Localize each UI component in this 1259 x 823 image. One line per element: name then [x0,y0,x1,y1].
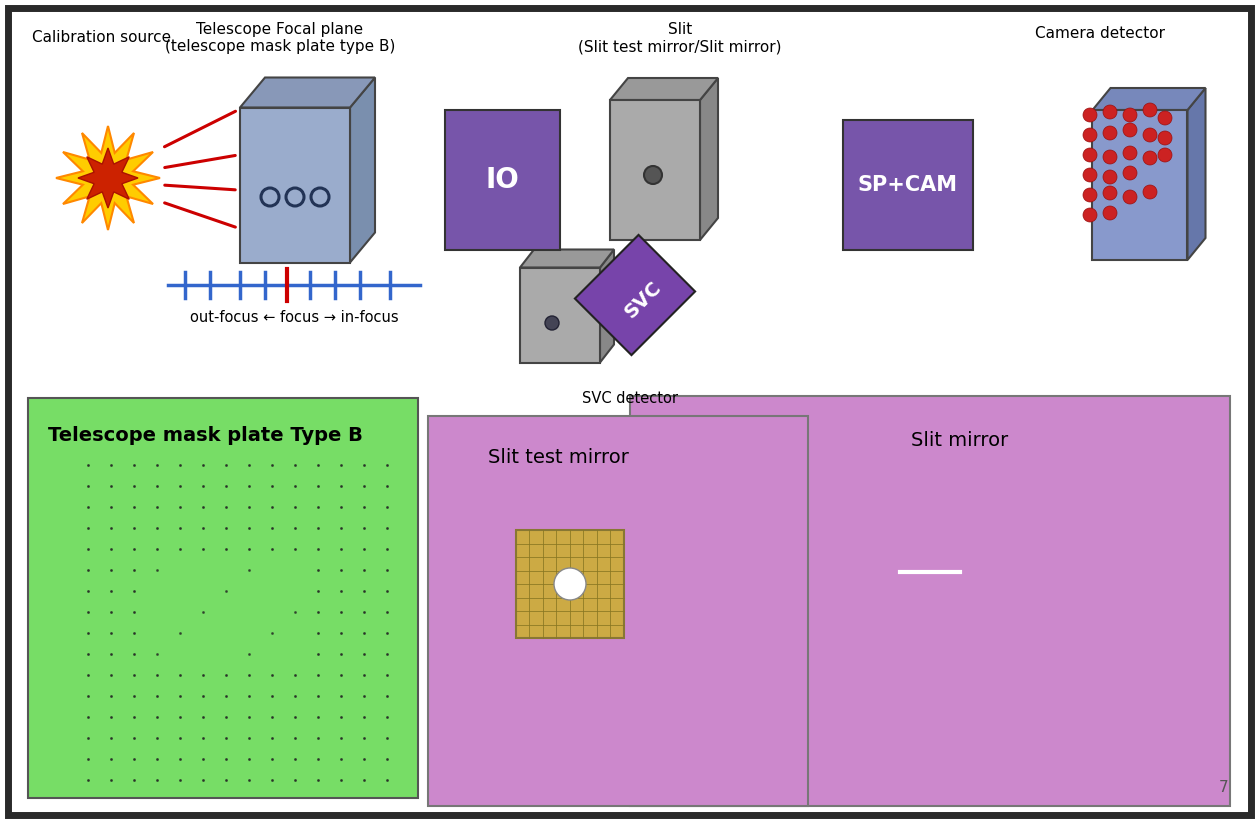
Text: Telescope mask plate Type B: Telescope mask plate Type B [48,426,363,445]
Polygon shape [520,249,614,267]
Circle shape [1083,148,1097,162]
Circle shape [1123,108,1137,122]
Circle shape [1083,168,1097,182]
FancyBboxPatch shape [516,530,624,638]
Circle shape [1143,103,1157,117]
Text: Camera detector: Camera detector [1035,26,1165,41]
Polygon shape [611,100,700,240]
Polygon shape [575,235,695,355]
Circle shape [1158,111,1172,125]
FancyBboxPatch shape [28,398,418,798]
Text: IO: IO [486,166,520,194]
FancyBboxPatch shape [630,396,1230,806]
Circle shape [1083,208,1097,222]
FancyBboxPatch shape [444,110,560,250]
Text: Telescope Focal plane
(telescope mask plate type B): Telescope Focal plane (telescope mask pl… [165,22,395,54]
FancyBboxPatch shape [428,416,808,806]
Polygon shape [55,126,160,230]
Polygon shape [611,78,718,100]
Polygon shape [520,267,601,362]
Circle shape [645,166,662,184]
Circle shape [1123,146,1137,160]
Polygon shape [1093,110,1187,260]
Polygon shape [601,249,614,362]
Circle shape [1083,188,1097,202]
Circle shape [1083,128,1097,142]
Text: SVC detector: SVC detector [582,390,679,406]
Polygon shape [78,148,138,208]
Text: Slit test mirror: Slit test mirror [488,448,630,467]
Circle shape [1103,126,1117,140]
Text: Slit
(Slit test mirror/Slit mirror): Slit (Slit test mirror/Slit mirror) [578,22,782,54]
Polygon shape [240,108,350,263]
Circle shape [1103,186,1117,200]
Circle shape [1158,131,1172,145]
Polygon shape [700,78,718,240]
Circle shape [554,568,585,600]
Polygon shape [240,77,375,108]
Circle shape [1143,185,1157,199]
Circle shape [1143,151,1157,165]
Text: Slit mirror: Slit mirror [912,431,1008,450]
Polygon shape [1187,88,1206,260]
Text: SVC: SVC [621,278,665,322]
Polygon shape [1093,88,1206,110]
Circle shape [1123,123,1137,137]
Circle shape [1143,128,1157,142]
Text: 7: 7 [1219,780,1228,795]
FancyBboxPatch shape [844,120,973,250]
Polygon shape [350,77,375,263]
Text: SP+CAM: SP+CAM [857,175,958,195]
Circle shape [1123,190,1137,204]
Text: out-focus ← focus → in-focus: out-focus ← focus → in-focus [190,310,398,325]
Circle shape [1103,170,1117,184]
Circle shape [1123,166,1137,180]
Circle shape [1103,206,1117,220]
Circle shape [1158,148,1172,162]
Circle shape [545,316,559,330]
Circle shape [1083,108,1097,122]
FancyBboxPatch shape [8,8,1251,815]
Circle shape [1103,105,1117,119]
Circle shape [1103,150,1117,164]
Text: Calibration source: Calibration source [31,30,171,45]
